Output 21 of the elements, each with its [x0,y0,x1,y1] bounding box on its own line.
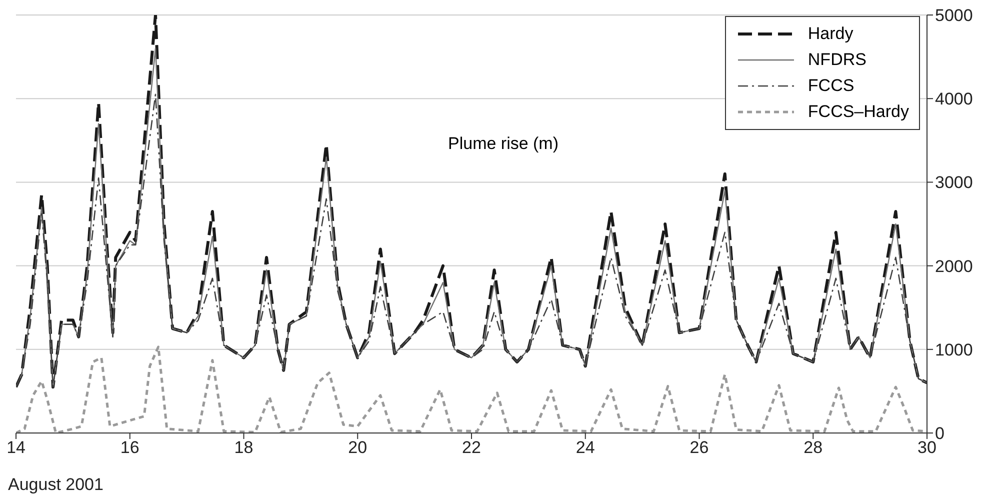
legend-label: NFDRS [808,50,866,70]
x-axis-title: August 2001 [8,475,104,494]
y-tick-label: 4000 [935,90,973,109]
x-tick-label: 30 [918,438,936,458]
x-tick-label: 20 [348,438,368,458]
legend-label: FCCS [808,76,854,96]
y-tick-label: 1000 [935,340,973,360]
legend-label: Hardy [808,24,854,44]
legend-label: FCCS–Hardy [808,102,909,122]
x-tick-label: 16 [120,438,140,458]
y-tick-label: 0 [935,424,944,444]
y-tick-label: 2000 [935,256,973,276]
x-tick-label: 22 [462,438,481,458]
x-tick-label: 14 [6,438,26,458]
y-tick-label: 5000 [935,6,973,26]
y-tick-label: 3000 [935,173,973,192]
x-tick-label: 26 [690,438,709,458]
x-tick-label: 28 [804,438,823,458]
x-tick-label: 18 [234,438,254,458]
x-tick-label: 24 [576,438,595,458]
y-axis-title: Plume rise (m) [448,134,559,154]
